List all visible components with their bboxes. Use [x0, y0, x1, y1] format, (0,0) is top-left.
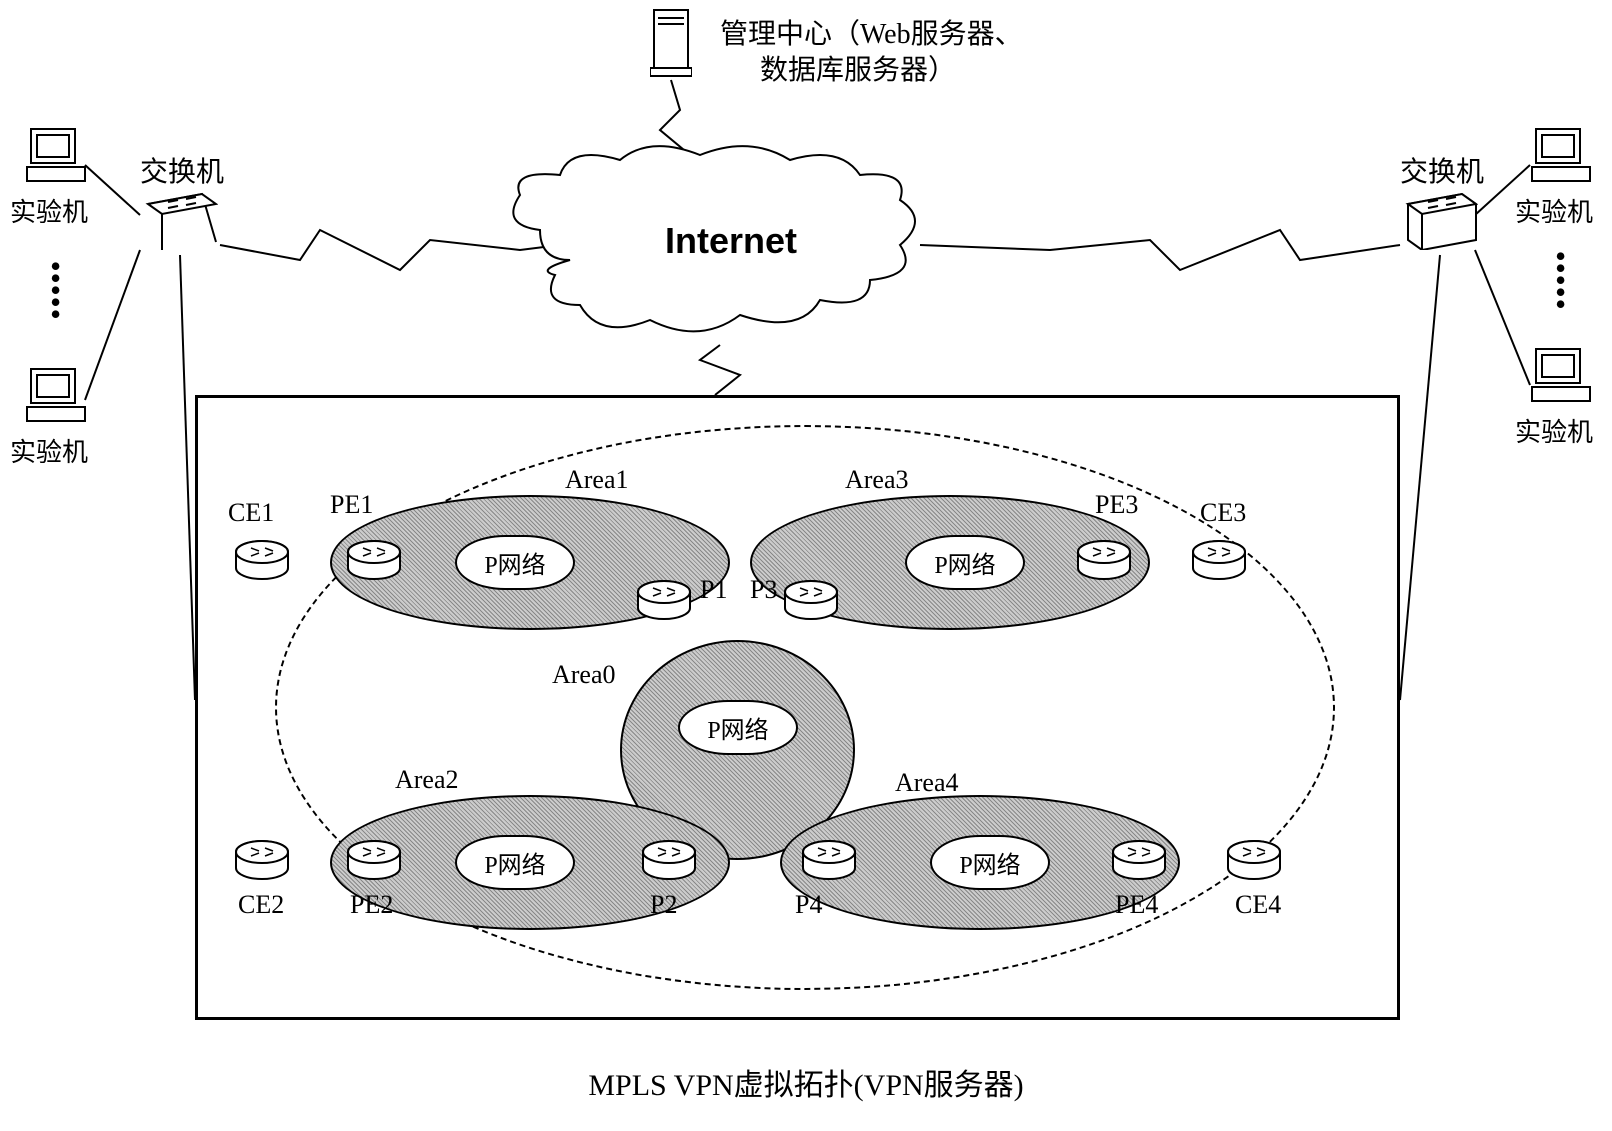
- router-p4-icon: [800, 838, 858, 882]
- router-p2-icon: [640, 838, 698, 882]
- router-pe1-label: PE1: [330, 490, 373, 520]
- router-ce1-label: CE1: [228, 498, 274, 528]
- switch-left-label: 交换机: [140, 150, 224, 190]
- router-ce2-icon: [233, 838, 291, 882]
- server-icon: [650, 8, 692, 78]
- diagram-subtitle: MPLS VPN虚拟拓扑(VPN服务器): [0, 1060, 1612, 1104]
- router-pe1-icon: [345, 538, 403, 582]
- router-pe4-icon: [1110, 838, 1168, 882]
- pc-left-bottom-icon: [25, 365, 87, 427]
- area4-label: Area4: [895, 768, 959, 798]
- router-pe4-label: PE4: [1115, 890, 1158, 920]
- internet-label: Internet: [665, 220, 797, 262]
- switch-right-icon: [1400, 190, 1478, 250]
- router-p1-label: P1: [700, 575, 727, 605]
- pc-left-bottom-label: 实验机: [10, 432, 88, 469]
- area1-label: Area1: [565, 465, 629, 495]
- p-network-cloud-3: P网络: [905, 535, 1025, 590]
- switch-left-icon: [140, 190, 218, 250]
- management-center-label-2: 数据库服务器）: [760, 48, 956, 88]
- router-pe3-icon: [1075, 538, 1133, 582]
- vdots-right: •••••: [1555, 250, 1566, 310]
- router-pe2-label: PE2: [350, 890, 393, 920]
- router-pe2-icon: [345, 838, 403, 882]
- management-center-label-1: 管理中心（Web服务器、: [720, 12, 1023, 52]
- router-ce3-label: CE3: [1200, 498, 1246, 528]
- router-ce1-icon: [233, 538, 291, 582]
- router-pe3-label: PE3: [1095, 490, 1138, 520]
- router-ce4-icon: [1225, 838, 1283, 882]
- p-network-cloud-2: P网络: [455, 835, 575, 890]
- area2-label: Area2: [395, 765, 459, 795]
- router-ce3-icon: [1190, 538, 1248, 582]
- router-ce4-label: CE4: [1235, 890, 1281, 920]
- p-network-cloud-0: P网络: [678, 700, 798, 755]
- router-p3-label: P3: [750, 575, 777, 605]
- vdots-left: •••••: [50, 260, 61, 320]
- area0-label: Area0: [552, 660, 616, 690]
- router-p1-icon: [635, 578, 693, 622]
- area3-label: Area3: [845, 465, 909, 495]
- router-p2-label: P2: [650, 890, 677, 920]
- pc-left-top-icon: [25, 125, 87, 187]
- router-p3-icon: [782, 578, 840, 622]
- switch-right-label: 交换机: [1400, 150, 1484, 190]
- router-p4-label: P4: [795, 890, 822, 920]
- pc-left-top-label: 实验机: [10, 192, 88, 229]
- pc-right-bottom-icon: [1530, 345, 1592, 407]
- pc-right-top-label: 实验机: [1515, 192, 1593, 229]
- p-network-cloud-1: P网络: [455, 535, 575, 590]
- p-network-cloud-4: P网络: [930, 835, 1050, 890]
- router-ce2-label: CE2: [238, 890, 284, 920]
- pc-right-bottom-label: 实验机: [1515, 412, 1593, 449]
- pc-right-top-icon: [1530, 125, 1592, 187]
